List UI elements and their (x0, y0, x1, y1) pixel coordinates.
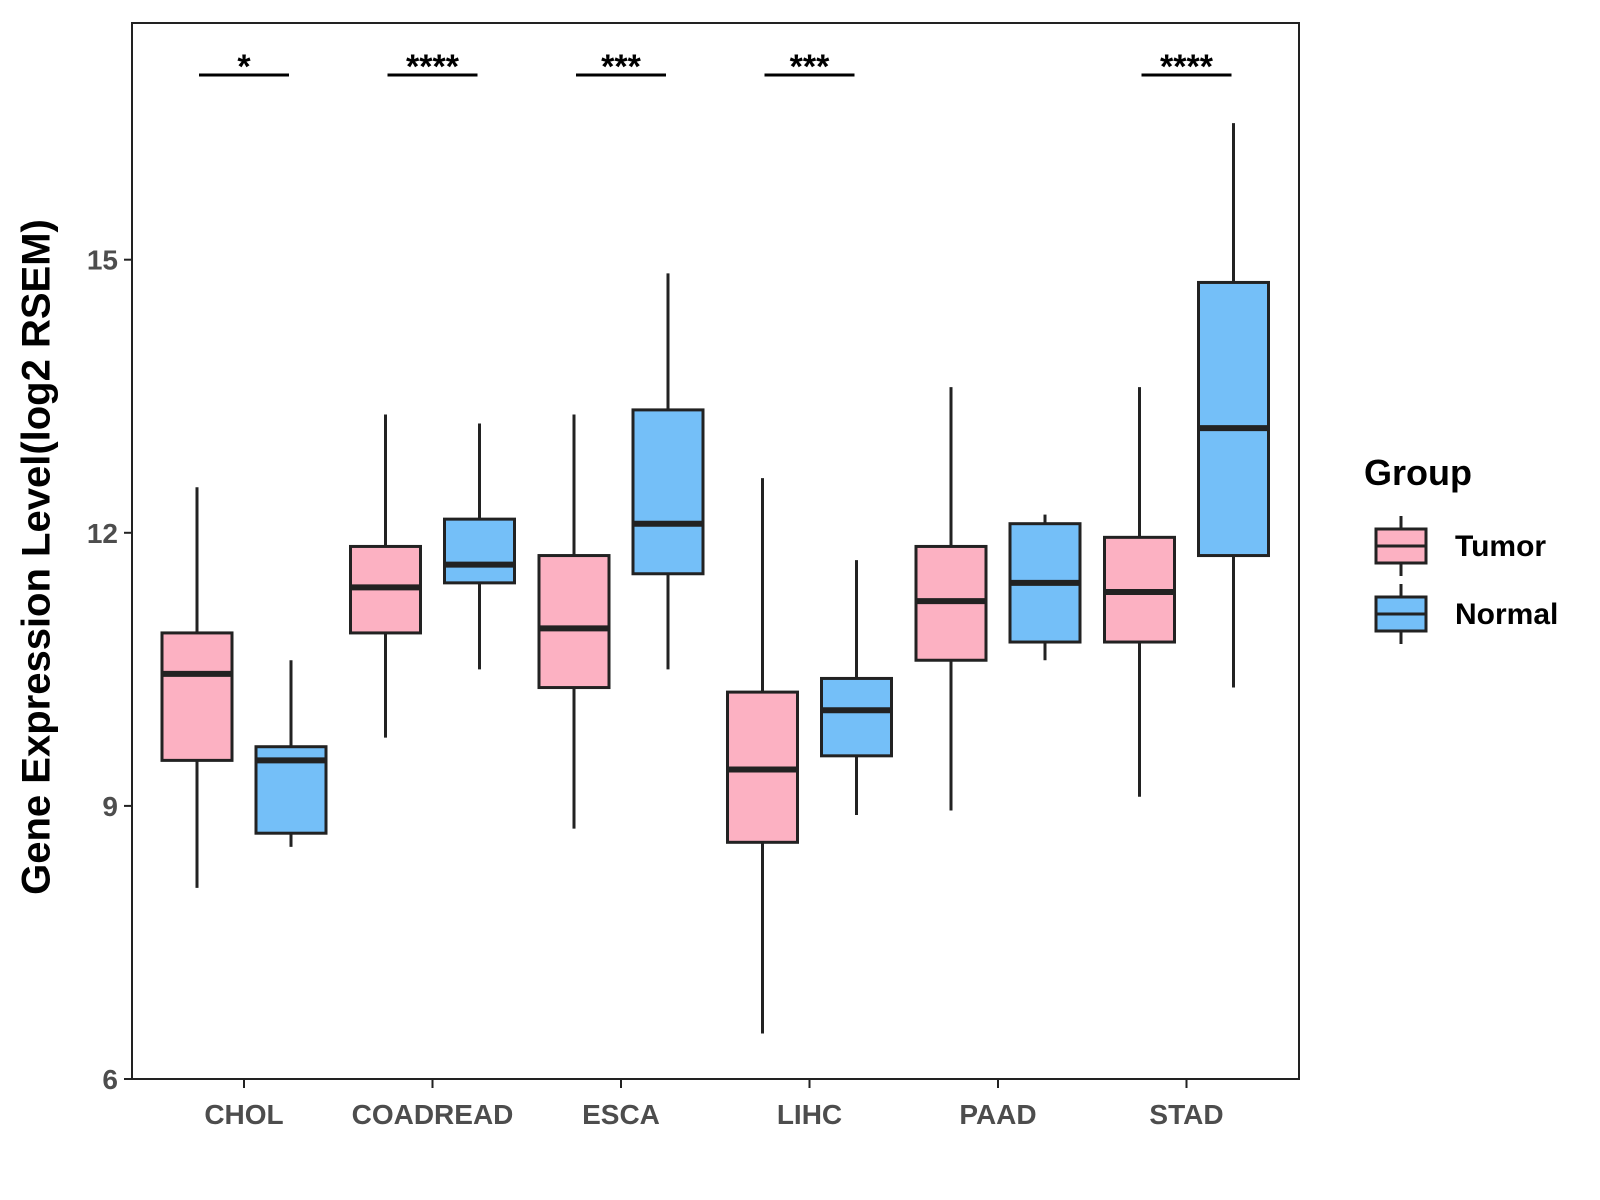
significance-label-esca: *** (601, 48, 641, 86)
legend-key-tumor (1374, 516, 1428, 576)
x-tick-label-coadread: COADREAD (352, 1099, 514, 1130)
box-normal-stad (1197, 280, 1270, 558)
y-axis-label: Gene Expression Level(log2 RSEM) (14, 219, 59, 895)
x-tick-label-esca: ESCA (582, 1099, 660, 1130)
y-tick-label-9: 9 (102, 791, 118, 822)
x-tick-label-paad: PAAD (959, 1099, 1036, 1130)
y-tick-label-12: 12 (87, 518, 118, 549)
box-normal-esca (631, 408, 705, 576)
legend-key-normal (1374, 584, 1428, 644)
legend-title: Group (1364, 452, 1472, 493)
significance-label-coadread: **** (406, 48, 460, 86)
legend-item-tumor: Tumor (1374, 516, 1584, 576)
x-tick-label-chol: CHOL (204, 1099, 283, 1130)
legend-item-normal: Normal (1374, 584, 1584, 644)
plot-panel-border (131, 22, 1300, 1080)
significance-label-chol: * (237, 48, 251, 86)
significance-label-stad: **** (1160, 48, 1214, 86)
box-normal-lihc (820, 676, 893, 758)
y-tick-label-15: 15 (87, 245, 118, 276)
box-tumor-esca (537, 554, 611, 690)
legend-label-normal: Normal (1455, 598, 1559, 631)
x-tick-label-lihc: LIHC (777, 1099, 842, 1130)
box-tumor-chol (160, 631, 234, 762)
significance-label-lihc: *** (790, 48, 830, 86)
legend-label-tumor: Tumor (1455, 530, 1547, 563)
y-tick-label-6: 6 (102, 1064, 118, 1095)
box-normal-coadread (443, 517, 516, 585)
x-tick-label-stad: STAD (1149, 1099, 1223, 1130)
